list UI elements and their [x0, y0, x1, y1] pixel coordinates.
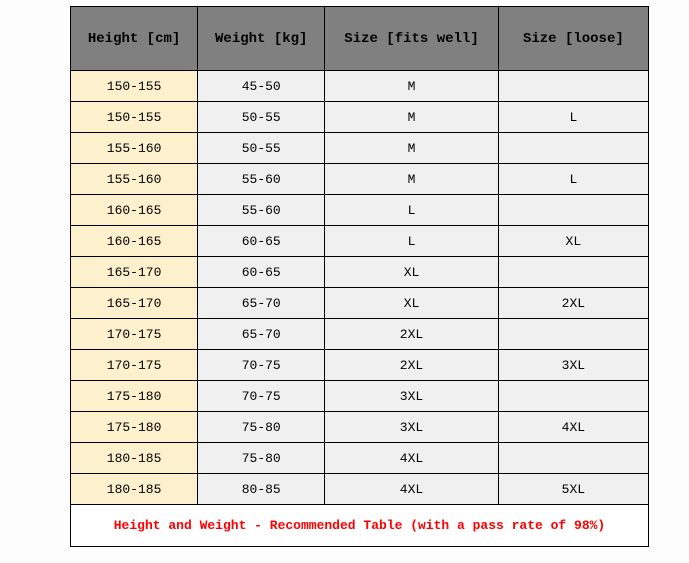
cell-height: 175-180: [71, 381, 198, 412]
cell-height: 165-170: [71, 257, 198, 288]
cell-weight: 60-65: [198, 257, 325, 288]
cell-weight: 75-80: [198, 443, 325, 474]
cell-fits: M: [325, 71, 498, 102]
cell-loose: 3XL: [498, 350, 648, 381]
table-row: 170-17565-702XL: [71, 319, 649, 350]
cell-fits: M: [325, 164, 498, 195]
cell-loose: [498, 195, 648, 226]
header-weight: Weight [kg]: [198, 7, 325, 71]
cell-height: 150-155: [71, 102, 198, 133]
cell-loose: [498, 443, 648, 474]
cell-fits: 3XL: [325, 381, 498, 412]
header-height: Height [cm]: [71, 7, 198, 71]
footer-note: Height and Weight - Recommended Table (w…: [71, 505, 649, 547]
cell-loose: L: [498, 102, 648, 133]
cell-weight: 80-85: [198, 474, 325, 505]
cell-weight: 65-70: [198, 288, 325, 319]
cell-weight: 55-60: [198, 164, 325, 195]
cell-weight: 55-60: [198, 195, 325, 226]
cell-weight: 70-75: [198, 381, 325, 412]
cell-weight: 50-55: [198, 102, 325, 133]
cell-fits: 2XL: [325, 319, 498, 350]
table-row: 180-18580-854XL5XL: [71, 474, 649, 505]
cell-weight: 45-50: [198, 71, 325, 102]
table-row: 160-16555-60L: [71, 195, 649, 226]
table-row: 150-15545-50M: [71, 71, 649, 102]
cell-loose: [498, 319, 648, 350]
header-loose: Size [loose]: [498, 7, 648, 71]
cell-weight: 75-80: [198, 412, 325, 443]
cell-height: 170-175: [71, 350, 198, 381]
header-fits: Size [fits well]: [325, 7, 498, 71]
cell-weight: 70-75: [198, 350, 325, 381]
table-row: 165-17060-65XL: [71, 257, 649, 288]
cell-fits: 2XL: [325, 350, 498, 381]
cell-height: 155-160: [71, 164, 198, 195]
table-row: 175-18075-803XL4XL: [71, 412, 649, 443]
table-row: 170-17570-752XL3XL: [71, 350, 649, 381]
cell-height: 175-180: [71, 412, 198, 443]
header-row: Height [cm] Weight [kg] Size [fits well]…: [71, 7, 649, 71]
table-row: 180-18575-804XL: [71, 443, 649, 474]
cell-height: 155-160: [71, 133, 198, 164]
table-body: 150-15545-50M150-15550-55ML155-16050-55M…: [71, 71, 649, 505]
table-row: 160-16560-65LXL: [71, 226, 649, 257]
cell-loose: L: [498, 164, 648, 195]
size-table: Height [cm] Weight [kg] Size [fits well]…: [70, 6, 649, 547]
cell-fits: L: [325, 195, 498, 226]
footer-row: Height and Weight - Recommended Table (w…: [71, 505, 649, 547]
cell-fits: 3XL: [325, 412, 498, 443]
cell-loose: [498, 381, 648, 412]
cell-fits: XL: [325, 257, 498, 288]
cell-loose: [498, 133, 648, 164]
cell-height: 170-175: [71, 319, 198, 350]
cell-weight: 65-70: [198, 319, 325, 350]
cell-fits: M: [325, 133, 498, 164]
cell-weight: 50-55: [198, 133, 325, 164]
cell-weight: 60-65: [198, 226, 325, 257]
cell-height: 180-185: [71, 443, 198, 474]
cell-height: 180-185: [71, 474, 198, 505]
cell-height: 165-170: [71, 288, 198, 319]
table-row: 175-18070-753XL: [71, 381, 649, 412]
table-row: 155-16050-55M: [71, 133, 649, 164]
cell-fits: 4XL: [325, 474, 498, 505]
cell-loose: XL: [498, 226, 648, 257]
cell-fits: M: [325, 102, 498, 133]
cell-loose: [498, 71, 648, 102]
cell-height: 160-165: [71, 226, 198, 257]
table-container: Height [cm] Weight [kg] Size [fits well]…: [0, 0, 689, 553]
table-row: 165-17065-70XL2XL: [71, 288, 649, 319]
table-row: 155-16055-60ML: [71, 164, 649, 195]
cell-loose: [498, 257, 648, 288]
cell-loose: 2XL: [498, 288, 648, 319]
cell-loose: 4XL: [498, 412, 648, 443]
cell-fits: L: [325, 226, 498, 257]
table-row: 150-15550-55ML: [71, 102, 649, 133]
cell-height: 160-165: [71, 195, 198, 226]
cell-height: 150-155: [71, 71, 198, 102]
cell-loose: 5XL: [498, 474, 648, 505]
cell-fits: 4XL: [325, 443, 498, 474]
cell-fits: XL: [325, 288, 498, 319]
